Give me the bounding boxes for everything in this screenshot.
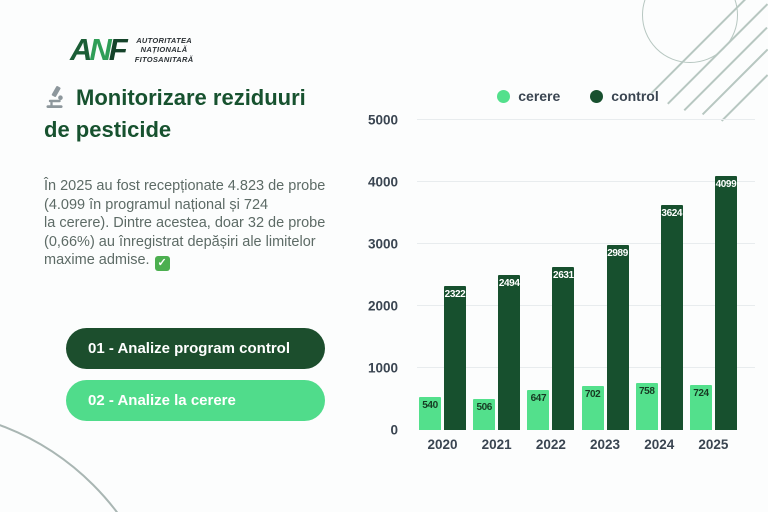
chart-legend: cerere control — [417, 88, 739, 104]
legend-item-cerere: cerere — [497, 88, 560, 104]
legend-label-cerere: cerere — [518, 88, 561, 104]
bar-value-label: 506 — [476, 401, 492, 413]
legend-dot-cerere — [497, 89, 511, 103]
bar-value-label: 540 — [422, 399, 438, 411]
bar-control-2023: 2989 — [606, 244, 629, 430]
gridline — [417, 367, 755, 368]
y-axis-tick: 4000 — [367, 174, 398, 190]
y-axis-tick: 5000 — [367, 112, 398, 128]
analize-la-cerere-button[interactable]: 02 - Analize la cerere — [66, 380, 325, 421]
bar-cerere-2024: 758 — [635, 383, 658, 430]
y-axis-tick: 3000 — [367, 236, 398, 252]
bar-control-2020: 2322 — [444, 286, 466, 430]
org-name: AUTORITATEA NAȚIONALĂ FITOSANITARĂ — [134, 35, 194, 64]
analize-program-control-button[interactable]: 01 - Analize program control — [66, 328, 325, 369]
gridline — [417, 305, 755, 306]
gridline — [417, 119, 755, 120]
bar-value-label: 2631 — [553, 269, 574, 281]
title-line2: de pesticide — [44, 117, 172, 142]
bar-control-2024: 3624 — [660, 205, 683, 430]
bar-group-2023: 702 2989 2023 — [581, 244, 629, 452]
microscope-icon — [44, 85, 69, 116]
bar-value-label: 2322 — [444, 289, 466, 301]
bar-group-2020: 540 2322 2020 — [419, 286, 466, 452]
bar-control-2025: 4099 — [714, 175, 737, 430]
bar-cerere-2020: 540 — [419, 396, 441, 430]
bar-control-2022: 2631 — [552, 266, 575, 430]
y-axis-tick: 2000 — [367, 298, 398, 314]
legend-dot-control — [590, 89, 604, 103]
bar-control-2021: 2494 — [498, 275, 521, 430]
checkmark-icon: ✓ — [154, 256, 170, 272]
plot-area — [417, 119, 755, 430]
bar-group-2021: 506 2494 2021 — [473, 275, 521, 452]
x-axis-label: 2020 — [427, 437, 458, 452]
bar-value-label: 2494 — [498, 278, 520, 290]
x-axis-label: 2021 — [481, 437, 512, 452]
summary-text: În 2025 au fost recepționate 4.823 de pr… — [44, 178, 326, 272]
x-axis-label: 2022 — [535, 437, 566, 452]
bar-value-label: 702 — [584, 389, 601, 401]
bar-group-2022: 647 2631 2022 — [527, 266, 575, 452]
bar-value-label: 758 — [639, 386, 655, 398]
title-line1: Monitorizare reziduuri — [76, 85, 306, 110]
bar-value-label: 3624 — [661, 208, 683, 220]
bar-cerere-2025: 724 — [689, 385, 712, 430]
bar-cerere-2023: 702 — [581, 386, 604, 430]
bar-cerere-2021: 506 — [473, 398, 496, 430]
y-axis-tick: 1000 — [367, 360, 398, 376]
bar-value-label: 724 — [693, 388, 709, 400]
x-axis-label: 2024 — [644, 437, 675, 452]
bar-value-label: 2989 — [607, 247, 628, 259]
bar-value-label: 4099 — [715, 178, 737, 190]
y-axis-tick: 0 — [390, 422, 398, 438]
corner-circle-decoration — [0, 408, 170, 512]
bar-value-label: 647 — [530, 392, 547, 404]
x-axis-label: 2023 — [590, 437, 621, 452]
anf-logo-letters: ANF — [70, 32, 128, 67]
bar-group-2024: 758 3624 2024 — [635, 205, 683, 452]
bars-area: 540 2322 2020 506 2494 2021 647 2631 2022 702 2989… — [417, 120, 739, 452]
bar-cerere-2022: 647 — [527, 389, 550, 430]
page-title: Monitorizare reziduuri de pesticide — [44, 84, 384, 143]
y-axis-labels: 0 1000 2000 3000 4000 5000 — [356, 113, 408, 438]
legend-label-control: control — [611, 88, 659, 104]
anf-logo: ANF AUTORITATEA NAȚIONALĂ FITOSANITARĂ — [70, 33, 193, 67]
legend-item-control: control — [590, 88, 659, 104]
gridline — [417, 243, 755, 244]
gridline — [417, 181, 755, 182]
bar-group-2025: 724 4099 2025 — [689, 175, 737, 452]
x-axis-label: 2025 — [698, 437, 729, 452]
